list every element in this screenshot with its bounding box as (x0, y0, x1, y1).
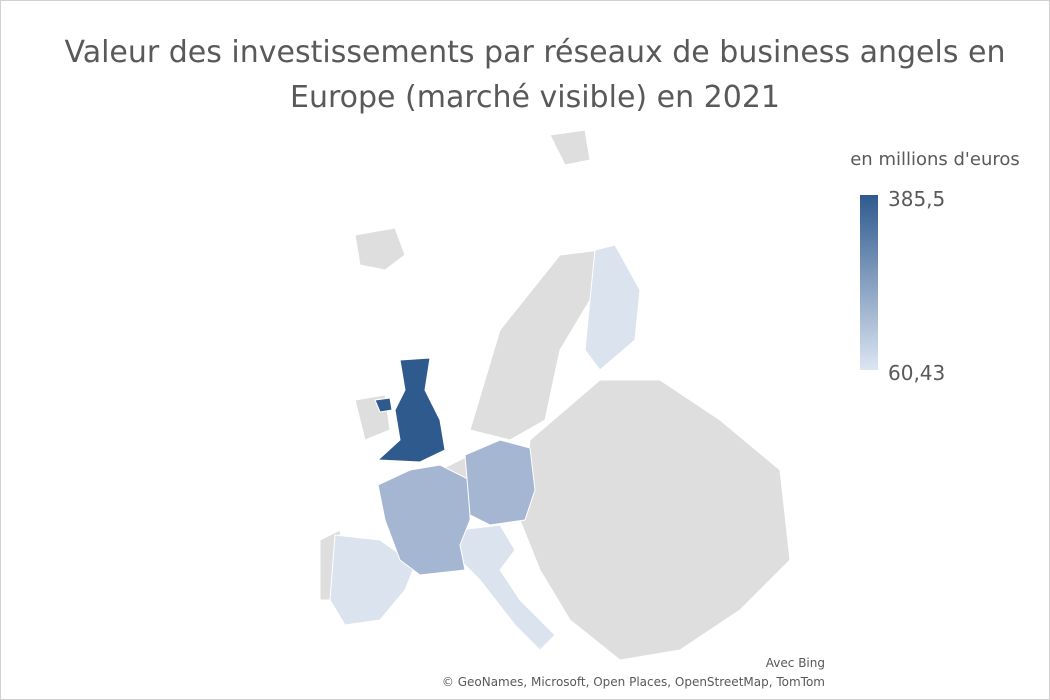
chart-title: Valeur des investissements par réseaux d… (65, 35, 1006, 70)
legend-min-label: 60,43 (888, 361, 945, 385)
map (319, 129, 791, 661)
legend-title: en millions d'euros (850, 149, 1020, 170)
region (374, 397, 393, 413)
region (376, 357, 446, 463)
legend-scale (860, 195, 878, 370)
credit: © GeoNames, Microsoft, Open Places, Open… (442, 675, 825, 689)
land (549, 129, 591, 166)
legend-max-label: 385,5 (888, 187, 945, 211)
region (329, 534, 416, 626)
land (354, 227, 406, 271)
region (464, 439, 536, 526)
chart-title: Europe (marché visible) en 2021 (290, 80, 780, 115)
region (459, 524, 556, 651)
credit: Avec Bing (766, 656, 825, 670)
land (519, 379, 791, 661)
region (377, 464, 471, 576)
region (584, 244, 641, 371)
